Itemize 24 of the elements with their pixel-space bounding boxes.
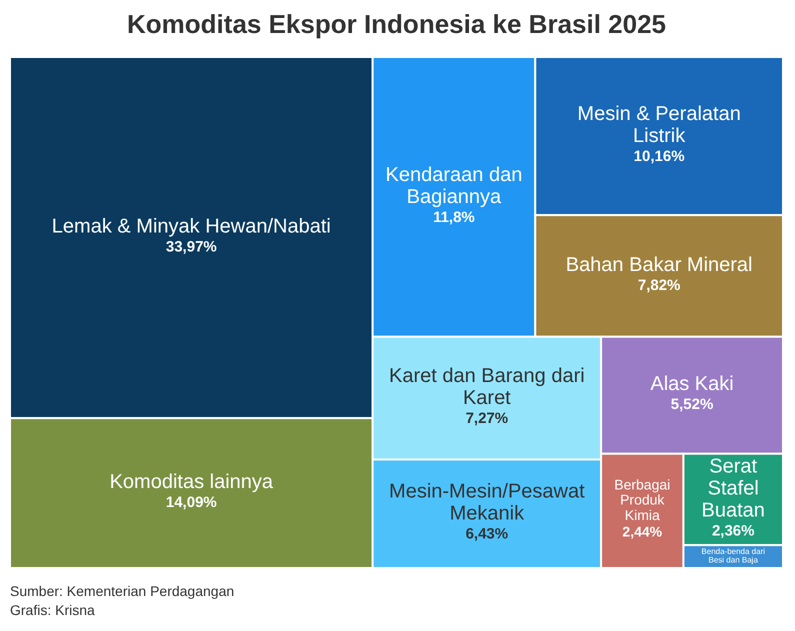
category-label: Mesin & Peralatan Listrik xyxy=(577,102,741,147)
data-label: 2,44% xyxy=(622,524,663,540)
data-label: 6,43% xyxy=(466,526,508,543)
category-label: Serat Stafel Buatan xyxy=(702,455,765,522)
category-label: Alas Kaki xyxy=(650,373,734,396)
data-label: 5,52% xyxy=(670,396,714,414)
category-label: Bahan Bakar Mineral xyxy=(566,254,753,276)
data-label: 33,97% xyxy=(166,238,217,256)
category-label: Komoditas lainnya xyxy=(110,470,274,493)
data-label: 11,8% xyxy=(433,208,475,226)
text: Sumber: Kementerian Perdagangan xyxy=(10,583,234,599)
category-label: Mesin-Mesin/Pesawat Mekanik xyxy=(389,480,586,525)
text: Komoditas Ekspor Indonesia ke Brasil 2025 xyxy=(127,9,666,39)
category-label: Kendaraan dan Bagiannya xyxy=(386,164,522,208)
category-label: Benda-benda dari Besi dan Baja xyxy=(701,546,766,565)
category-label: Lemak & Minyak Hewan/Nabati xyxy=(52,215,331,238)
category-label: Karet dan Barang dari Karet xyxy=(389,365,585,410)
text: Grafis: Krisna xyxy=(10,602,96,618)
data-label: 2,36% xyxy=(712,522,754,540)
category-label: Berbagai Produk Kimia xyxy=(614,476,670,524)
data-label: 10,16% xyxy=(634,148,685,165)
data-label: 7,82% xyxy=(638,276,680,294)
data-label: 7,27% xyxy=(466,410,508,428)
data-label: 14,09% xyxy=(166,494,217,511)
